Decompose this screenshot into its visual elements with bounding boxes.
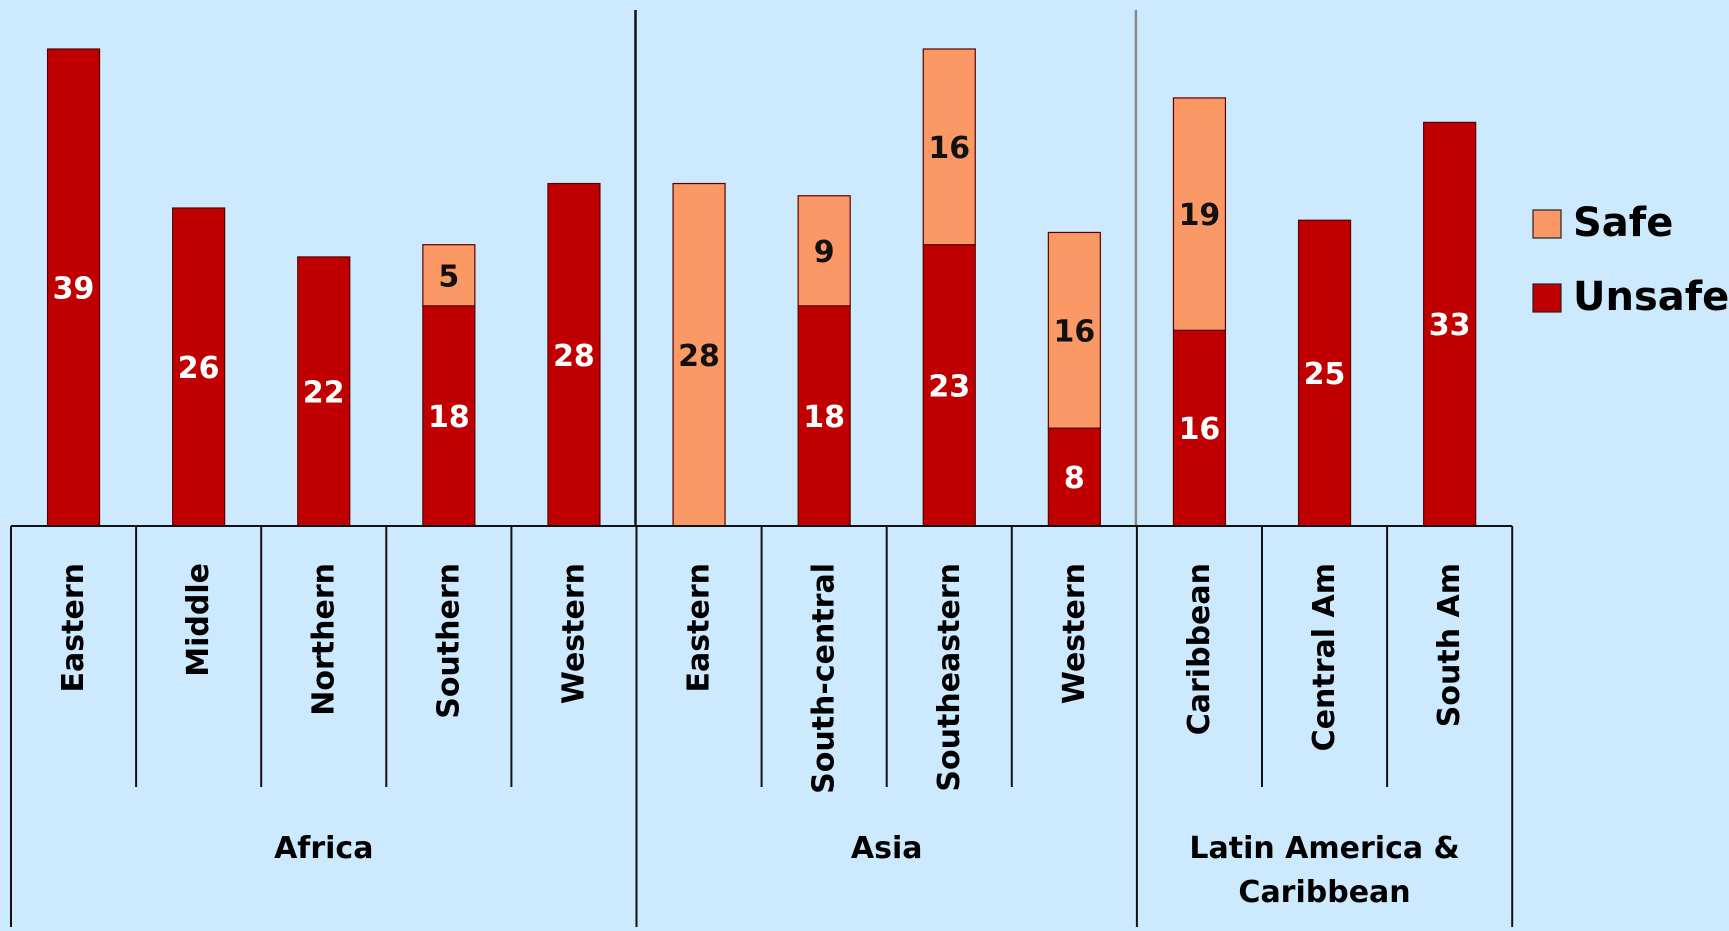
bar-safe-eastern [672, 182, 726, 527]
data-label-unsafe: 39 [53, 272, 95, 307]
data-label-safe: 28 [678, 339, 720, 374]
x-tick-label: Southeastern [932, 563, 967, 792]
bar-safe-southeastern [922, 48, 976, 246]
bar-unsafe-caribbean [1172, 329, 1227, 527]
bar-unsafe-western [1047, 427, 1101, 527]
x-tick-label: Caribbean [1182, 563, 1217, 735]
x-tick-label: Central Am [1307, 563, 1342, 751]
x-tick-label: South Am [1432, 563, 1467, 727]
data-label-safe: 16 [928, 131, 970, 166]
legend-label-safe: Safe [1573, 200, 1673, 246]
data-label-unsafe: 22 [303, 375, 345, 410]
legend-label-unsafe: Unsafe [1573, 274, 1729, 320]
bar-safe-western [1047, 231, 1101, 429]
data-label-safe: 19 [1179, 198, 1221, 233]
data-label-unsafe: 8 [1064, 461, 1085, 496]
bar-unsafe-south-am [1423, 121, 1477, 527]
data-label-unsafe: 18 [428, 400, 470, 435]
data-label-safe: 5 [438, 259, 459, 294]
legend-swatch-safe [1532, 209, 1562, 239]
bar-safe-caribbean [1172, 97, 1227, 331]
data-label-unsafe: 33 [1429, 308, 1471, 343]
bar-unsafe-central-am [1297, 219, 1352, 527]
x-tick-label: Northern [306, 563, 341, 716]
x-tick-label: Middle [181, 563, 216, 677]
bar-unsafe-western [547, 182, 601, 527]
data-label-unsafe: 28 [553, 339, 595, 374]
data-label-unsafe: 18 [803, 400, 845, 435]
group-label-africa: Africa [274, 831, 373, 866]
data-label-safe: 9 [814, 235, 835, 270]
x-tick-label: Western [556, 563, 591, 704]
group-label-latin-america-caribbean: Latin America & Caribbean [1189, 831, 1459, 910]
data-label-safe: 16 [1053, 314, 1095, 349]
data-label-unsafe: 16 [1179, 412, 1221, 447]
data-label-unsafe: 26 [178, 351, 220, 386]
bar-unsafe-middle [172, 207, 226, 527]
x-tick-label: Southern [431, 563, 466, 719]
x-tick-label: Eastern [56, 563, 91, 692]
group-label-asia: Asia [851, 831, 923, 866]
legend-swatch-unsafe [1532, 283, 1562, 313]
x-tick-label: South-central [807, 563, 842, 794]
bar-unsafe-southern [422, 305, 476, 527]
bar-unsafe-eastern [46, 48, 101, 527]
bar-safe-southern [422, 244, 476, 307]
data-label-unsafe: 25 [1304, 357, 1346, 392]
bar-safe-south-central [797, 195, 851, 307]
x-tick-label: Western [1057, 563, 1092, 704]
data-label-unsafe: 23 [928, 369, 970, 404]
bar-unsafe-northern [297, 256, 351, 527]
x-tick-label: Eastern [682, 563, 717, 692]
